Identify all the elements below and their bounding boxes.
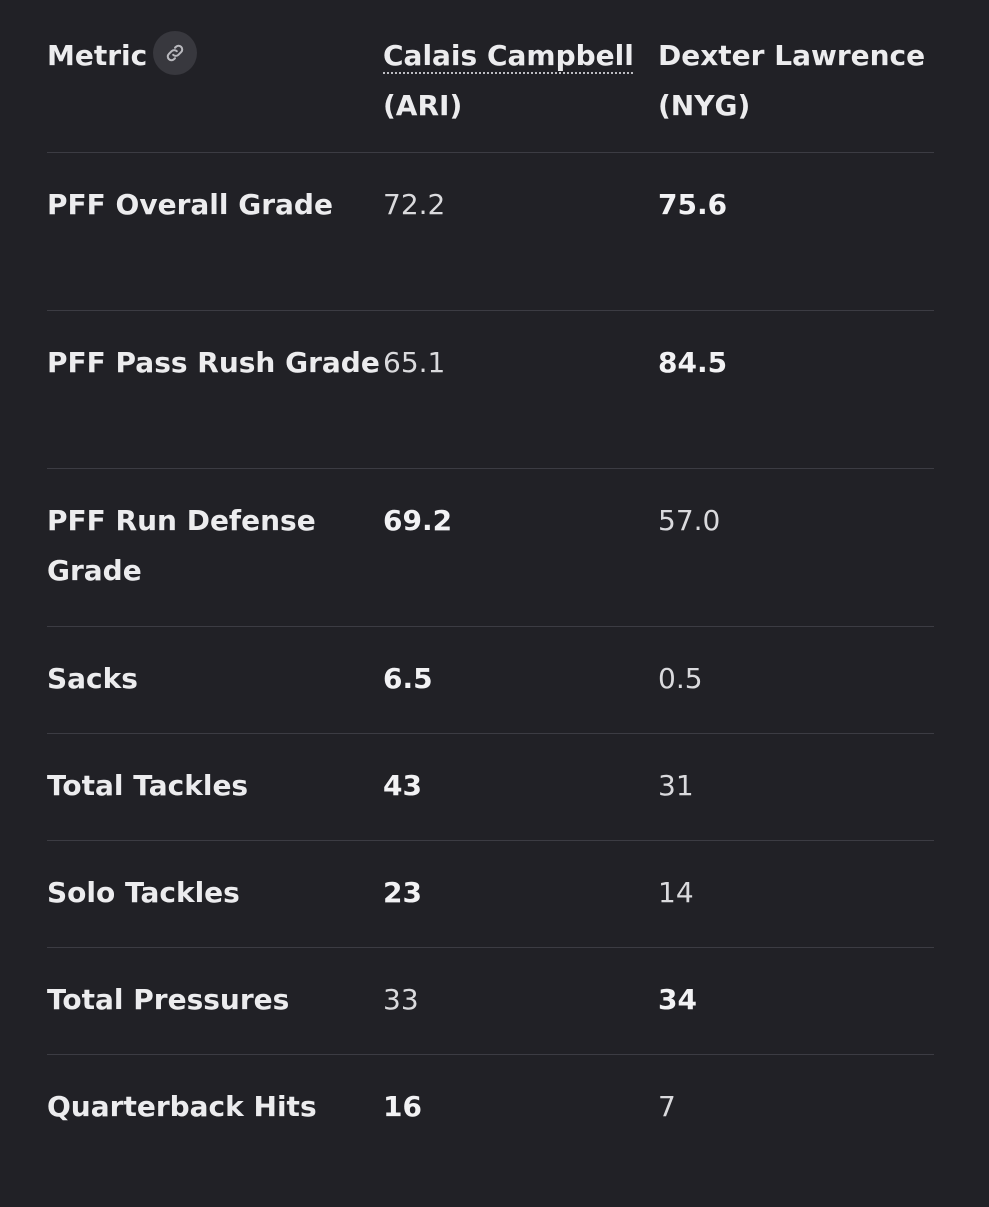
- link-icon[interactable]: [153, 31, 198, 75]
- metric-label: Quarterback Hits: [47, 1090, 317, 1123]
- player-a-value: 65.1: [383, 346, 446, 379]
- player-b-value: 31: [658, 769, 694, 802]
- table-row: PFF Overall Grade 72.2 75.6: [47, 152, 934, 310]
- player-a-value: 43: [383, 769, 422, 802]
- metric-label: Sacks: [47, 662, 138, 695]
- player-b-value: 7: [658, 1090, 676, 1123]
- player-a-link[interactable]: Calais Campbell: [383, 39, 634, 72]
- metric-label: Total Tackles: [47, 769, 249, 802]
- metric-label: Total Pressures: [47, 983, 290, 1016]
- player-b-value: 84.5: [658, 346, 728, 379]
- player-b-value: 14: [658, 876, 694, 909]
- header-player-a: Calais Campbell (ARI): [383, 31, 658, 152]
- metric-label: Solo Tackles: [47, 876, 240, 909]
- table-row: PFF Pass Rush Grade 65.1 84.5: [47, 310, 934, 468]
- table-row: Total Pressures 33 34: [47, 947, 934, 1054]
- player-a-value: 72.2: [383, 188, 446, 221]
- metric-label: PFF Pass Rush Grade: [47, 346, 380, 379]
- header-metric-label: Metric: [47, 39, 148, 72]
- table-header-row: Metric Calais Campbell (ARI) Dexter Lawr…: [47, 0, 934, 152]
- table-row: PFF Run Defense Grade 69.2 57.0: [47, 468, 934, 626]
- player-a-value: 16: [383, 1090, 422, 1123]
- player-a-value: 6.5: [383, 662, 433, 695]
- table-row: Total Tackles 43 31: [47, 733, 934, 840]
- player-b-value: 75.6: [658, 188, 728, 221]
- comparison-table: Metric Calais Campbell (ARI) Dexter Lawr…: [47, 0, 934, 1207]
- metric-label: PFF Run Defense Grade: [47, 504, 316, 587]
- header-player-b: Dexter Lawrence (NYG): [658, 39, 926, 122]
- player-a-value: 33: [383, 983, 419, 1016]
- player-b-value: 57.0: [658, 504, 721, 537]
- table-row: Solo Tackles 23 14: [47, 840, 934, 947]
- player-b-value: 0.5: [658, 662, 703, 695]
- player-a-value: 69.2: [383, 504, 453, 537]
- player-a-value: 23: [383, 876, 422, 909]
- metric-label: PFF Overall Grade: [47, 188, 333, 221]
- player-b-value: 34: [658, 983, 697, 1016]
- player-a-team: (ARI): [383, 89, 463, 122]
- header-metric: Metric: [47, 31, 383, 152]
- table-row: Quarterback Hits 16 7: [47, 1054, 934, 1207]
- table-row: Sacks 6.5 0.5: [47, 626, 934, 733]
